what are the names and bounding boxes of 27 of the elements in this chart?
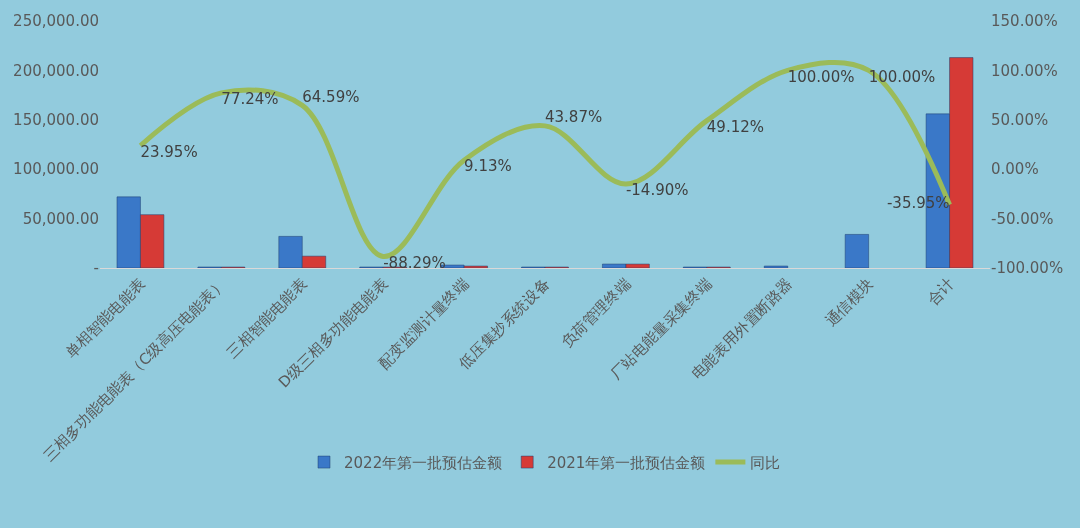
y-tick-label: 100,000.00	[13, 160, 99, 179]
y2-tick-label: 100.00%	[991, 61, 1058, 80]
legend-label: 2021年第一批预估金额	[547, 453, 706, 472]
data-label: 23.95%	[140, 142, 198, 161]
y2-tick-label: -100.00%	[991, 259, 1064, 278]
y-tick-label: -	[93, 259, 99, 278]
data-label: 100.00%	[787, 67, 855, 86]
y2-tick-label: 0.00%	[991, 160, 1039, 179]
data-label: 64.59%	[302, 87, 360, 106]
y2-tick-label: -50.00%	[991, 209, 1054, 228]
data-label: -88.29%	[383, 253, 446, 272]
y2-tick-label: 50.00%	[991, 111, 1049, 130]
bar	[844, 234, 869, 268]
data-label: 77.24%	[221, 90, 279, 109]
y-tick-label: 150,000.00	[13, 111, 99, 130]
data-label: 49.12%	[706, 117, 765, 136]
y-tick-label: 250,000.00	[13, 12, 99, 31]
data-label: -14.90%	[625, 181, 689, 200]
legend-label: 同比	[750, 453, 781, 472]
x-tick-label: 合计	[923, 274, 958, 309]
legend-label: 2022年第一批预估金额	[344, 453, 503, 472]
data-label: 43.87%	[545, 108, 603, 127]
y-tick-label: 200,000.00	[13, 61, 99, 80]
y2-tick-label: 150.00%	[991, 12, 1058, 31]
data-label: 9.13%	[464, 157, 512, 176]
y-tick-label: 50,000.00	[22, 209, 99, 228]
x-tick-label: 通信模块	[821, 274, 877, 331]
